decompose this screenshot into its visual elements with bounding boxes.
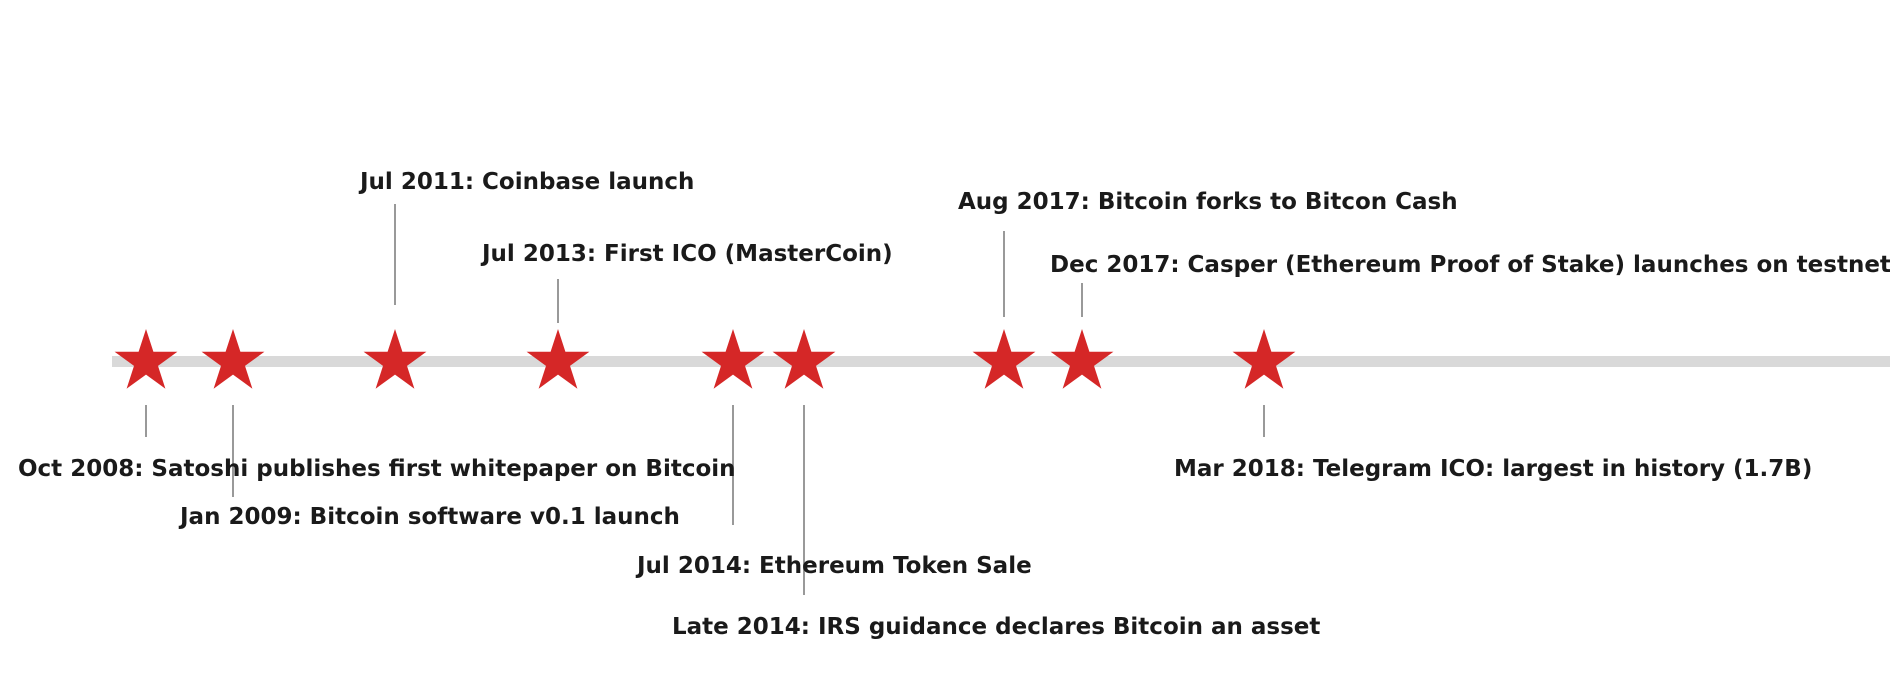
star-marker-jan-2009	[201, 329, 265, 389]
connector-lines	[145, 204, 1265, 595]
star-marker-dec-2017	[1050, 329, 1114, 389]
event-label-aug-2017: Aug 2017: Bitcoin forks to Bitcon Cash	[958, 189, 1458, 215]
event-label-jul-2011: Jul 2011: Coinbase launch	[358, 169, 694, 195]
event-label-jan-2009: Jan 2009: Bitcoin software v0.1 launch	[178, 504, 680, 530]
event-labels: Oct 2008: Satoshi publishes first whitep…	[18, 169, 1890, 640]
event-label-mar-2018: Mar 2018: Telegram ICO: largest in histo…	[1174, 456, 1812, 482]
event-label-jul-2013: Jul 2013: First ICO (MasterCoin)	[480, 241, 893, 267]
event-label-oct-2008: Oct 2008: Satoshi publishes first whitep…	[18, 456, 736, 482]
star-marker-jul-2013	[526, 329, 590, 389]
event-label-late-2014: Late 2014: IRS guidance declares Bitcoin…	[672, 614, 1320, 640]
star-marker-late-2014	[772, 329, 836, 389]
star-marker-jul-2011	[363, 329, 427, 389]
event-markers	[114, 329, 1296, 389]
star-marker-aug-2017	[972, 329, 1036, 389]
star-marker-oct-2008	[114, 329, 178, 389]
star-marker-jul-2014	[701, 329, 765, 389]
event-label-jul-2014: Jul 2014: Ethereum Token Sale	[635, 553, 1032, 579]
star-marker-mar-2018	[1232, 329, 1296, 389]
event-label-dec-2017: Dec 2017: Casper (Ethereum Proof of Stak…	[1050, 252, 1890, 278]
